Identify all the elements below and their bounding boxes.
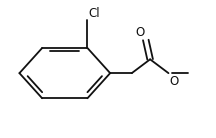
Text: O: O xyxy=(170,75,179,87)
Text: O: O xyxy=(136,26,145,39)
Text: Cl: Cl xyxy=(89,7,100,20)
